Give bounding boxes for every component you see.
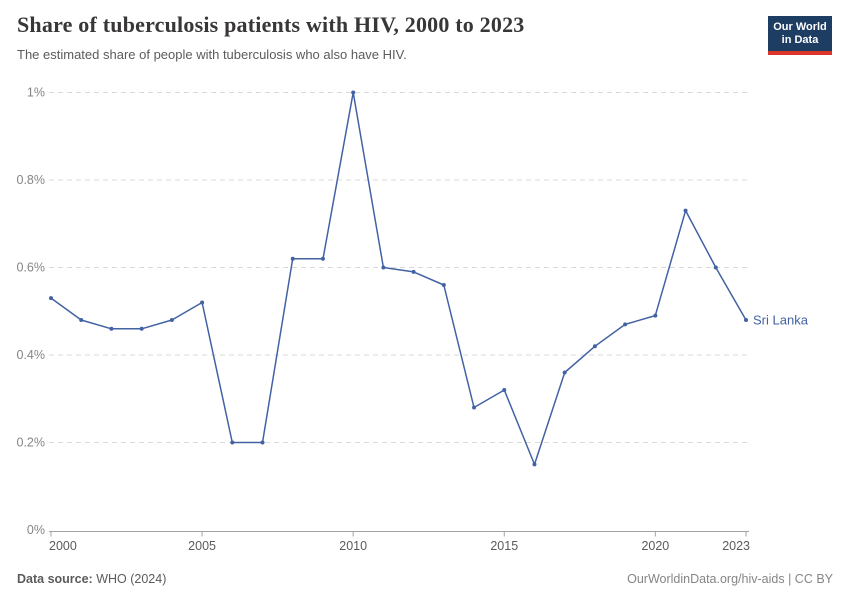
data-point[interactable]: [320, 256, 325, 261]
y-tick-label: 0.8%: [17, 173, 46, 187]
y-tick-label: 0%: [27, 523, 45, 537]
data-point[interactable]: [653, 313, 658, 318]
data-point[interactable]: [351, 90, 356, 95]
data-point[interactable]: [502, 388, 507, 392]
x-tick-label: 2015: [490, 539, 518, 553]
data-point[interactable]: [562, 370, 567, 375]
x-tick-label: 2020: [641, 539, 669, 553]
data-point[interactable]: [230, 440, 235, 445]
y-tick-label: 0.6%: [17, 261, 46, 275]
data-point[interactable]: [411, 269, 416, 274]
y-tick-label: 0.2%: [17, 436, 46, 450]
data-point[interactable]: [109, 326, 114, 331]
x-tick-label: 2000: [49, 539, 77, 553]
owid-logo-line1: Our World: [773, 21, 827, 33]
data-point[interactable]: [290, 256, 295, 261]
x-tick-label: 2023: [722, 539, 750, 553]
data-point[interactable]: [381, 265, 386, 270]
data-point[interactable]: [472, 405, 477, 410]
x-tick-label: 2010: [339, 539, 367, 553]
data-point[interactable]: [623, 322, 628, 327]
data-source: Data source: WHO (2024): [17, 572, 166, 586]
data-point[interactable]: [683, 208, 688, 213]
data-point[interactable]: [744, 318, 748, 322]
data-point[interactable]: [49, 296, 53, 301]
data-source-value: WHO (2024): [92, 572, 167, 586]
x-tick-label: 2005: [188, 539, 216, 553]
data-point[interactable]: [139, 326, 144, 331]
data-source-label: Data source:: [17, 572, 93, 586]
credit-link[interactable]: OurWorldinData.org/hiv-aids | CC BY: [627, 572, 833, 586]
data-point[interactable]: [532, 462, 537, 467]
owid-logo[interactable]: Our World in Data: [768, 16, 832, 55]
y-tick-label: 0.4%: [17, 348, 46, 362]
chart-subtitle: The estimated share of people with tuber…: [17, 47, 407, 62]
chart-title: Share of tuberculosis patients with HIV,…: [17, 12, 525, 37]
data-point[interactable]: [79, 318, 84, 322]
owid-logo-line2: in Data: [781, 34, 819, 46]
data-line-sri-lanka[interactable]: [50, 91, 747, 466]
data-point[interactable]: [260, 440, 265, 445]
data-point[interactable]: [713, 265, 718, 270]
data-point[interactable]: [441, 283, 446, 287]
data-point[interactable]: [200, 300, 205, 305]
y-tick-label: 1%: [27, 86, 45, 100]
chart-footer: Data source: WHO (2024) OurWorldinData.o…: [17, 572, 833, 586]
data-point[interactable]: [592, 344, 597, 349]
chart-header: Share of tuberculosis patients with HIV,…: [17, 12, 757, 62]
series-end-label[interactable]: Sri Lanka: [753, 313, 809, 328]
data-point[interactable]: [169, 318, 174, 322]
